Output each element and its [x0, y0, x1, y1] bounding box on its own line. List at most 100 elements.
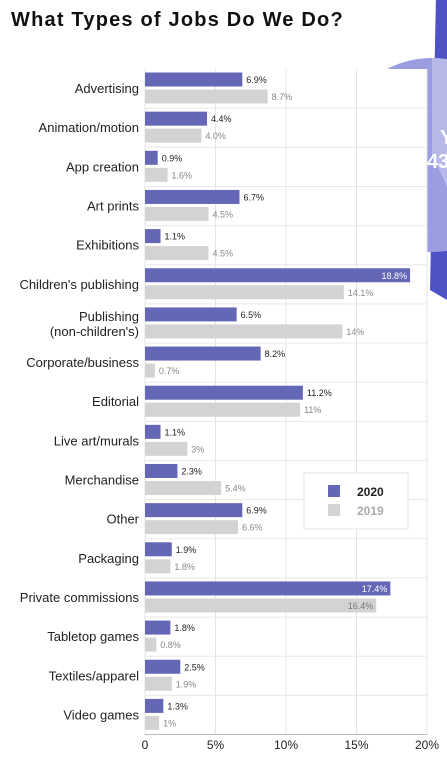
legend-box: [303, 472, 409, 530]
bar-2020: [145, 620, 171, 635]
bar-2020: [145, 72, 243, 87]
bar-2019: [145, 637, 157, 652]
bar-2019: [145, 285, 344, 300]
category-label: Exhibitions: [76, 238, 139, 253]
legend-label: 2020: [357, 485, 384, 499]
bar-2020: [145, 307, 237, 322]
data-label: 0.8%: [160, 640, 181, 650]
pie-slice-yes: [432, 58, 447, 188]
pie-label-yes: Y: [440, 127, 447, 149]
legend-label: 2019: [357, 504, 384, 518]
data-label: 14.1%: [348, 288, 374, 298]
legend-swatch: [328, 504, 340, 516]
category-label: App creation: [66, 159, 139, 174]
bar-2019: [145, 559, 171, 574]
bar-2019: [145, 676, 172, 691]
data-label: 11.2%: [307, 388, 332, 398]
bar-2019: [145, 89, 268, 104]
data-label: 6.9%: [246, 75, 267, 85]
category-label: Private commissions: [20, 590, 140, 605]
data-label: 1.9%: [176, 545, 197, 555]
x-tick-label: 5%: [207, 738, 225, 752]
bar-2019: [145, 520, 239, 535]
data-label: 0.9%: [162, 153, 183, 163]
bar-chart: 0 5% 10% 15% 20% Advertising 6.9% 8.7% Animation…: [19, 69, 439, 752]
chart-title: What Types of Jobs Do We Do?: [11, 9, 344, 31]
data-label: 4.5%: [212, 249, 233, 259]
category-label: Packaging: [78, 551, 139, 566]
data-label: 4.0%: [205, 131, 226, 141]
bar-2019: [145, 324, 343, 339]
data-label: 0.7%: [159, 366, 180, 376]
bar-2020: [145, 464, 178, 478]
category-label: Editorial: [92, 394, 139, 409]
x-tick-label: 20%: [415, 738, 439, 752]
legend-swatch: [328, 485, 340, 497]
category-label: Publishing (non-children's): [50, 309, 139, 339]
category-label: Tabletop games: [47, 629, 139, 644]
x-tick-label: 15%: [344, 738, 368, 752]
bar-2020: [145, 385, 303, 400]
data-label: 1.3%: [167, 701, 188, 711]
data-label: 1.9%: [176, 679, 197, 689]
data-label: 4.4%: [211, 114, 232, 124]
data-label: 1.8%: [174, 623, 195, 633]
category-label: Other: [106, 512, 139, 527]
data-label: 5.4%: [225, 484, 246, 494]
legend: 2020 2019: [303, 472, 409, 530]
data-label: 2.5%: [184, 662, 205, 672]
bar-2020: [145, 150, 158, 165]
bar-2019: [145, 598, 377, 613]
category-label: Animation/motion: [39, 120, 139, 135]
data-label: 18.8%: [382, 271, 408, 281]
data-label: 8.2%: [265, 349, 286, 359]
bar-2019: [145, 481, 222, 495]
bar-2019: [145, 441, 188, 456]
data-label: 2.3%: [181, 467, 202, 477]
category-label: Video games: [63, 707, 139, 722]
data-label: 8.7%: [272, 92, 293, 102]
bar-2019: [145, 402, 301, 417]
category-label: Merchandise: [65, 473, 139, 488]
bar-2020: [145, 268, 411, 283]
category-label: Art prints: [87, 198, 140, 213]
data-label: 6.5%: [241, 310, 262, 320]
category-label: Live art/murals: [54, 433, 140, 448]
bar-2019: [145, 167, 168, 182]
data-label: 14%: [346, 327, 364, 337]
data-label: 1.1%: [165, 232, 186, 242]
category-label: Advertising: [75, 81, 139, 96]
x-tick-label: 0: [142, 738, 149, 752]
data-label: 17.4%: [362, 584, 388, 594]
data-label: 11%: [304, 405, 321, 415]
bar-2020: [145, 542, 172, 557]
data-label: 1%: [163, 718, 176, 728]
x-tick-label: 10%: [274, 738, 298, 752]
category-label: Children's publishing: [19, 277, 139, 292]
data-label: 3%: [191, 444, 204, 454]
data-label: 1.1%: [165, 427, 186, 437]
bar-2020: [145, 581, 391, 596]
data-label: 6.6%: [242, 523, 263, 533]
bar-2020: [145, 424, 161, 439]
data-label: 6.7%: [243, 192, 264, 202]
bar-2019: [145, 246, 209, 261]
data-label: 1.8%: [174, 562, 195, 572]
data-label: 4.5%: [212, 209, 233, 219]
data-label: 1.6%: [172, 170, 193, 180]
pie-value-yes: 43: [427, 151, 447, 173]
bar-2020: [145, 698, 164, 713]
bar-2020: [145, 189, 240, 204]
bar-2020: [145, 346, 261, 361]
bar-2020: [145, 503, 243, 518]
data-label: 6.9%: [246, 506, 267, 516]
bar-2019: [145, 128, 202, 143]
bar-2019: [145, 363, 155, 378]
bar-2020: [145, 659, 181, 674]
category-label: Corporate/business: [26, 355, 139, 370]
category-label: Textiles/apparel: [49, 668, 139, 683]
bar-2019: [145, 206, 209, 221]
data-label: 16.4%: [348, 601, 374, 611]
bar-2020: [145, 229, 161, 244]
